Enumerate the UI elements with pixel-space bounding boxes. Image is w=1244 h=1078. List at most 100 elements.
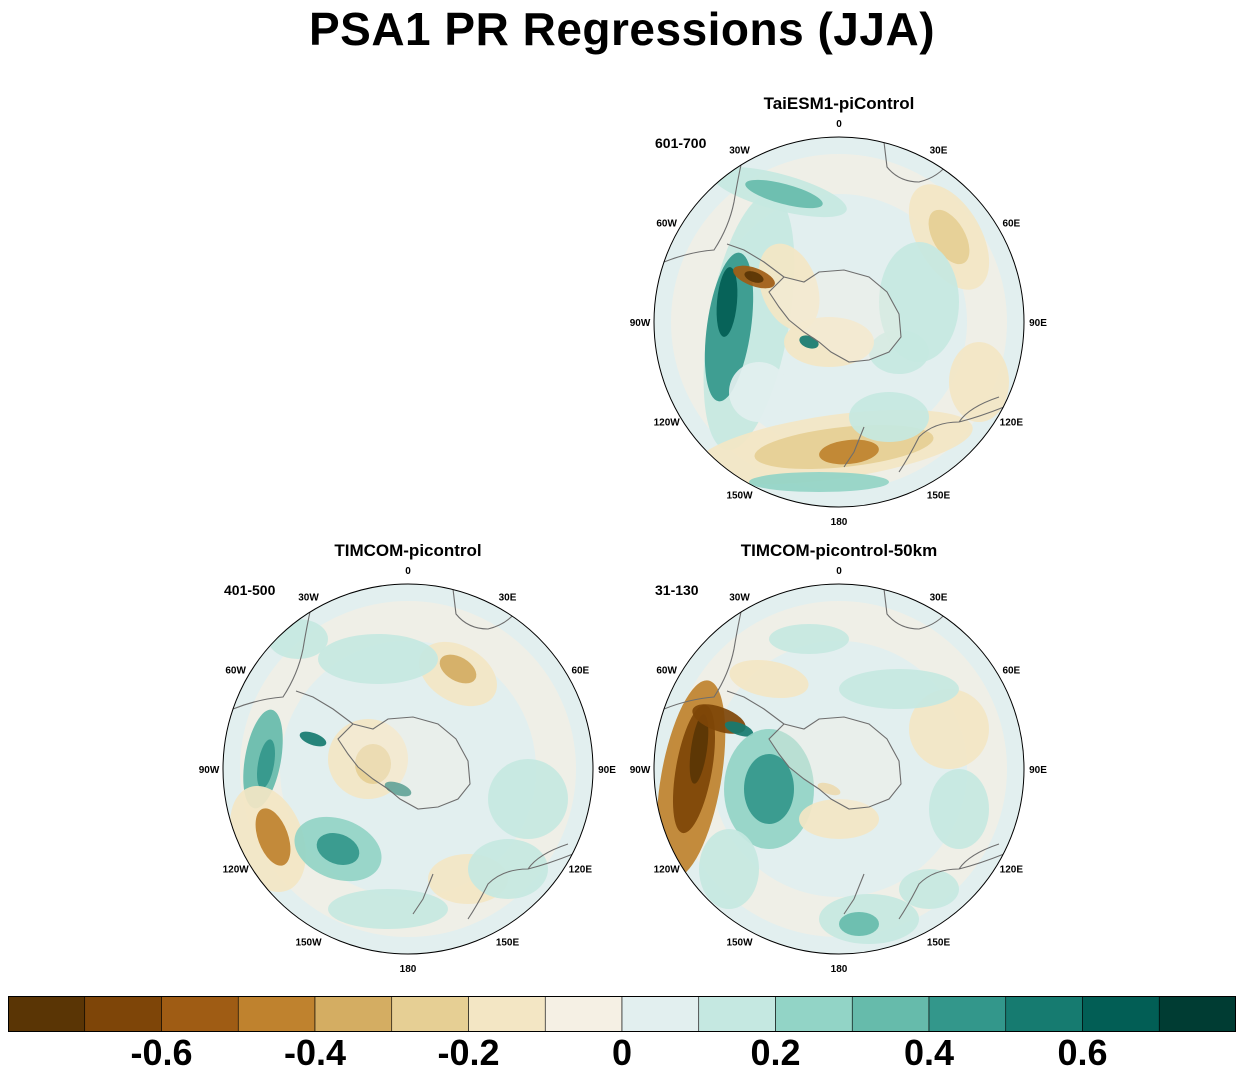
anomaly-blob (689, 714, 709, 784)
colorbar-segment (544, 996, 623, 1032)
anomaly-blob (949, 342, 1009, 422)
anomaly-blob (758, 243, 820, 331)
anomaly-field (656, 601, 1007, 944)
colorbar-segment (161, 996, 239, 1032)
antarctica-outline (768, 269, 902, 363)
colorbar-segment (1082, 996, 1160, 1032)
anomaly-blob (784, 317, 874, 367)
longitude-label: 90W (630, 318, 651, 329)
polar-map: 0 30E 60E 90E 120E 150E 180 150W 120W 90W 60W 30W (199, 566, 617, 975)
panel-title: TaiESM1-piControl (763, 94, 915, 113)
anomaly-blob (839, 912, 879, 936)
longitude-label: 90E (1029, 318, 1047, 329)
coastlines (663, 588, 1005, 920)
anomaly-blob (355, 744, 391, 784)
anomaly-blob (909, 689, 989, 769)
colorbar (8, 996, 1236, 1032)
anomaly-blob (744, 271, 764, 283)
map-panel-timcom: TIMCOM-picontrol 401-500 0 30E 60E 90E 120E 1… (178, 541, 638, 981)
coastline (663, 151, 745, 263)
colorbar-tick-label: -0.2 (437, 1032, 500, 1073)
longitude-label: 60E (1002, 219, 1020, 230)
anomaly-blob (255, 808, 291, 866)
colorbar-segment (8, 996, 86, 1032)
map-border (222, 583, 594, 955)
longitude-label: 60W (656, 219, 677, 230)
longitude-label: 120W (654, 865, 681, 876)
longitude-label: 120E (1000, 418, 1024, 429)
coastline (232, 598, 314, 710)
map-panel-timcom50: TIMCOM-picontrol-50km 31-130 0 30E 60E 90E 1… (609, 541, 1069, 981)
longitude-label: 120E (1000, 865, 1024, 876)
coastline (726, 690, 785, 725)
panel-years: 401-500 (224, 582, 276, 598)
coastline-wrap (232, 588, 574, 920)
map-border (653, 136, 1025, 508)
coastline (843, 873, 865, 915)
anomaly-blob (439, 654, 477, 684)
longitude-label: 30W (729, 593, 750, 604)
longitude-label: 150W (726, 490, 753, 501)
anomaly-blob (724, 721, 754, 737)
anomaly-blob (468, 839, 548, 899)
longitude-label: 30W (298, 593, 319, 604)
longitude-label: 150E (927, 937, 951, 948)
colorbar-segment (237, 996, 316, 1032)
colorbar-segment (1158, 996, 1236, 1032)
colorbar-segment (391, 996, 469, 1032)
colorbar-segment (1005, 996, 1083, 1032)
anomaly-blob (488, 759, 568, 839)
coastline (467, 843, 574, 920)
longitude-label: 60E (571, 666, 589, 677)
longitude-label: 90W (199, 765, 220, 776)
colorbar-segment (468, 996, 546, 1032)
anomaly-field (671, 154, 1009, 492)
anomaly-blob (839, 669, 959, 709)
longitude-label: 120W (654, 418, 681, 429)
anomaly-blob (744, 754, 794, 824)
longitude-label: 30E (930, 146, 948, 157)
polar-map: 0 30E 60E 90E 120E 150E 180 150W 120W 90W 60W 30W (630, 119, 1048, 528)
antarctica-outline (768, 716, 902, 810)
longitude-label: 150W (726, 937, 753, 948)
anomaly-blob (729, 362, 789, 422)
anomaly-blob (716, 267, 738, 337)
anomaly-blob (849, 392, 929, 442)
anomaly-blob (769, 624, 849, 654)
anomaly-blob (899, 869, 959, 909)
colorbar-tick-label: 0 (611, 1032, 633, 1073)
longitude-label: 150E (496, 937, 520, 948)
longitude-label: 0 (405, 566, 411, 577)
colorbar-segment (84, 996, 162, 1032)
longitude-label: 120E (569, 865, 593, 876)
colorbar-tick-label: -0.4 (283, 1032, 347, 1073)
longitude-label: 90E (598, 765, 616, 776)
panel-years: 601-700 (655, 135, 707, 151)
anomaly-blob (819, 439, 879, 465)
longitude-label: 90E (1029, 765, 1047, 776)
anomaly-blob (729, 659, 809, 699)
colorbar-segment (775, 996, 853, 1032)
coastline (412, 873, 434, 915)
polar-map: 0 30E 60E 90E 120E 150E 180 150W 120W 90W 60W 30W (630, 566, 1048, 975)
coastlines (232, 588, 574, 920)
coastlines (663, 141, 1005, 473)
colorbar-tick-label: -0.6 (130, 1032, 193, 1073)
map-panel-taiesm1: TaiESM1-piControl 601-700 0 30E 60E 90E 120E… (609, 94, 1069, 534)
anomaly-field (230, 601, 576, 937)
longitude-label: 60E (1002, 666, 1020, 677)
colorbar-segment (698, 996, 776, 1032)
anomaly-blob (318, 634, 438, 684)
map-border (653, 583, 1025, 955)
panel-title: TIMCOM-picontrol-50km (740, 541, 938, 560)
colorbar-segment (314, 996, 393, 1032)
anomaly-blob (699, 829, 759, 909)
anomaly-blob (928, 209, 970, 265)
colorbar-segment (928, 996, 1007, 1032)
coastline (295, 690, 354, 725)
antarctica-outline (337, 716, 471, 810)
coastline (843, 426, 865, 468)
colorbar-tick-label: 0.2 (750, 1032, 801, 1073)
anomaly-blob (745, 179, 823, 209)
anomaly-blob (749, 472, 889, 492)
